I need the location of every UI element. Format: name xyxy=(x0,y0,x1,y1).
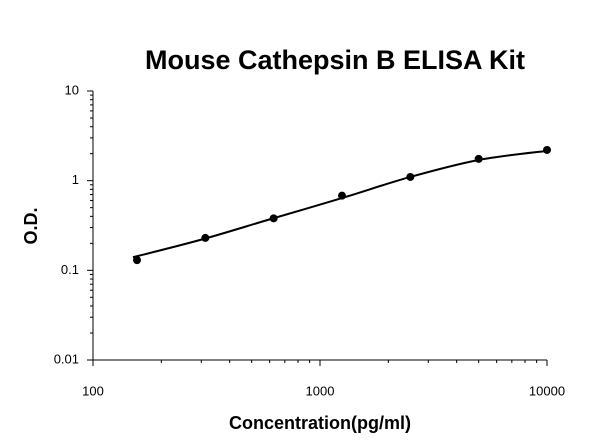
data-point xyxy=(201,233,210,242)
x-axis-label: Concentration(pg/ml) xyxy=(229,413,411,433)
x-tick-label: 10000 xyxy=(529,383,565,398)
data-point xyxy=(269,214,278,223)
y-axis-label: O.D. xyxy=(21,207,41,244)
y-tick-label: 1 xyxy=(72,172,79,187)
x-tick-label: 100 xyxy=(82,383,104,398)
data-point xyxy=(337,191,346,200)
y-tick-label: 10 xyxy=(65,82,79,97)
x-tick-label: 1000 xyxy=(306,383,335,398)
data-point xyxy=(132,256,141,265)
chart-title: Mouse Cathepsin B ELISA Kit xyxy=(145,45,525,75)
data-point xyxy=(474,154,483,163)
y-tick-label: 0.1 xyxy=(61,262,79,277)
fit-curve xyxy=(132,149,548,259)
y-tick-label: 0.01 xyxy=(54,351,79,366)
data-point xyxy=(406,172,415,181)
data-point xyxy=(543,145,551,154)
